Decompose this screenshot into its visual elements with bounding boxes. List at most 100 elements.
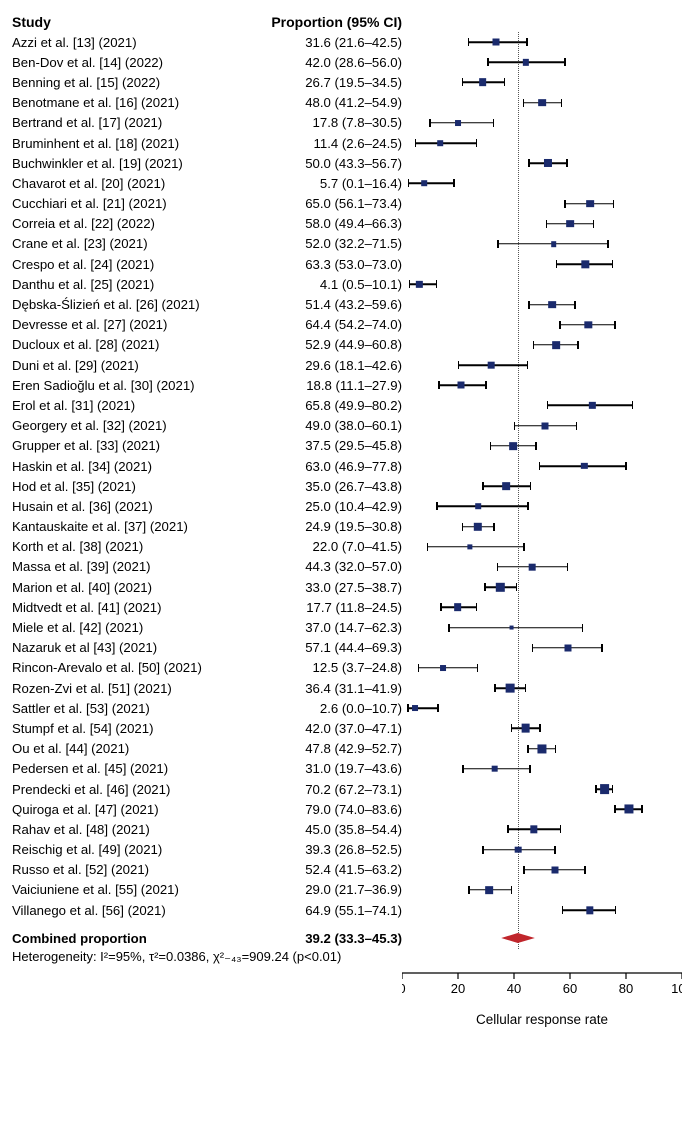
study-label: Azzi et al. [13] (2021): [12, 35, 247, 50]
study-row: Devresse et al. [27] (2021)64.4 (54.2–74…: [12, 315, 692, 335]
combined-row: Combined proportion39.2 (33.3–45.3): [12, 928, 692, 948]
forest-row-plot: [408, 254, 688, 274]
proportion-label: 64.9 (55.1–74.1): [247, 903, 408, 918]
x-axis-label: Cellular response rate: [402, 1012, 682, 1027]
proportion-label: 63.0 (46.9–77.8): [247, 459, 408, 474]
forest-row-plot: [408, 799, 688, 819]
study-label: Bertrand et al. [17] (2021): [12, 115, 247, 130]
study-label: Pedersen et al. [45] (2021): [12, 761, 247, 776]
study-label: Grupper et al. [33] (2021): [12, 438, 247, 453]
forest-row-plot: [408, 618, 688, 638]
proportion-label: 17.7 (11.8–24.5): [247, 600, 408, 615]
study-label: Marion et al. [40] (2021): [12, 580, 247, 595]
svg-text:0: 0: [402, 981, 406, 996]
study-label: Russo et al. [52] (2021): [12, 862, 247, 877]
proportion-label: 47.8 (42.9–52.7): [247, 741, 408, 756]
forest-row-plot: [408, 194, 688, 214]
study-label: Rozen-Zvi et al. [51] (2021): [12, 681, 247, 696]
forest-row-plot: [408, 395, 688, 415]
heterogeneity-text: Heterogeneity: I²=95%, τ²=0.0386, χ²₋₄₃=…: [12, 949, 692, 965]
proportion-label: 48.0 (41.2–54.9): [247, 95, 408, 110]
svg-text:20: 20: [451, 981, 465, 996]
proportion-label: 51.4 (43.2–59.6): [247, 297, 408, 312]
study-row: Rincon-Arevalo et al. [50] (2021)12.5 (3…: [12, 658, 692, 678]
study-label: Quiroga et al. [47] (2021): [12, 802, 247, 817]
study-row: Grupper et al. [33] (2021)37.5 (29.5–45.…: [12, 436, 692, 456]
forest-row-plot: [408, 739, 688, 759]
proportion-label: 42.0 (37.0–47.1): [247, 721, 408, 736]
study-label: Cucchiari et al. [21] (2021): [12, 196, 247, 211]
study-row: Ducloux et al. [28] (2021)52.9 (44.9–60.…: [12, 335, 692, 355]
study-label: Villanego et al. [56] (2021): [12, 903, 247, 918]
study-row: Pedersen et al. [45] (2021)31.0 (19.7–43…: [12, 759, 692, 779]
forest-row-plot: [408, 476, 688, 496]
forest-row-plot: [408, 133, 688, 153]
forest-row-plot: [408, 880, 688, 900]
forest-row-plot: [408, 819, 688, 839]
forest-row-plot: [408, 315, 688, 335]
study-label: Rincon-Arevalo et al. [50] (2021): [12, 660, 247, 675]
proportion-label: 79.0 (74.0–83.6): [247, 802, 408, 817]
study-row: Russo et al. [52] (2021)52.4 (41.5–63.2): [12, 860, 692, 880]
study-label: Eren Sadioğlu et al. [30] (2021): [12, 378, 247, 393]
study-label: Kantauskaite et al. [37] (2021): [12, 519, 247, 534]
proportion-label: 36.4 (31.1–41.9): [247, 681, 408, 696]
study-row: Ou et al. [44] (2021)47.8 (42.9–52.7): [12, 739, 692, 759]
proportion-label: 50.0 (43.3–56.7): [247, 156, 408, 171]
forest-row-plot: [408, 355, 688, 375]
study-label: Buchwinkler et al. [19] (2021): [12, 156, 247, 171]
forest-row-plot: [408, 517, 688, 537]
proportion-label: 63.3 (53.0–73.0): [247, 257, 408, 272]
study-label: Danthu et al. [25] (2021): [12, 277, 247, 292]
study-label: Georgery et al. [32] (2021): [12, 418, 247, 433]
combined-plot: [408, 928, 688, 948]
proportion-label: 29.6 (18.1–42.6): [247, 358, 408, 373]
study-row: Reischig et al. [49] (2021)39.3 (26.8–52…: [12, 840, 692, 860]
forest-row-plot: [408, 577, 688, 597]
proportion-label: 4.1 (0.5–10.1): [247, 277, 408, 292]
proportion-label: 35.0 (26.7–43.8): [247, 479, 408, 494]
study-label: Duni et al. [29] (2021): [12, 358, 247, 373]
study-row: Stumpf et al. [54] (2021)42.0 (37.0–47.1…: [12, 718, 692, 738]
study-label: Haskin et al. [34] (2021): [12, 459, 247, 474]
study-label: Benning et al. [15] (2022): [12, 75, 247, 90]
header-study: Study: [12, 14, 247, 30]
study-label: Devresse et al. [27] (2021): [12, 317, 247, 332]
study-row: Erol et al. [31] (2021)65.8 (49.9–80.2): [12, 395, 692, 415]
forest-row-plot: [408, 335, 688, 355]
study-label: Crespo et al. [24] (2021): [12, 257, 247, 272]
forest-row-plot: [408, 214, 688, 234]
study-row: Miele et al. [42] (2021)37.0 (14.7–62.3): [12, 617, 692, 637]
forest-row-plot: [408, 537, 688, 557]
study-row: Dębska-Ślizień et al. [26] (2021)51.4 (4…: [12, 294, 692, 314]
proportion-label: 65.8 (49.9–80.2): [247, 398, 408, 413]
forest-row-plot: [408, 860, 688, 880]
study-row: Correia et al. [22] (2022)58.0 (49.4–66.…: [12, 214, 692, 234]
proportion-label: 31.6 (21.6–42.5): [247, 35, 408, 50]
proportion-label: 26.7 (19.5–34.5): [247, 75, 408, 90]
forest-row-plot: [408, 234, 688, 254]
forest-row-plot: [408, 52, 688, 72]
proportion-label: 11.4 (2.6–24.5): [247, 136, 408, 151]
study-row: Villanego et al. [56] (2021)64.9 (55.1–7…: [12, 900, 692, 920]
study-row: Crespo et al. [24] (2021)63.3 (53.0–73.0…: [12, 254, 692, 274]
forest-header: Study Proportion (95% CI): [12, 14, 692, 30]
study-label: Ducloux et al. [28] (2021): [12, 337, 247, 352]
study-label: Chavarot et al. [20] (2021): [12, 176, 247, 191]
study-label: Massa et al. [39] (2021): [12, 559, 247, 574]
study-row: Husain et al. [36] (2021)25.0 (10.4–42.9…: [12, 496, 692, 516]
forest-row-plot: [408, 436, 688, 456]
study-row: Rozen-Zvi et al. [51] (2021)36.4 (31.1–4…: [12, 678, 692, 698]
header-prop: Proportion (95% CI): [247, 14, 408, 30]
study-row: Bruminhent et al. [18] (2021)11.4 (2.6–2…: [12, 133, 692, 153]
proportion-label: 37.5 (29.5–45.8): [247, 438, 408, 453]
forest-row-plot: [408, 900, 688, 920]
svg-text:80: 80: [619, 981, 633, 996]
study-label: Crane et al. [23] (2021): [12, 236, 247, 251]
proportion-label: 25.0 (10.4–42.9): [247, 499, 408, 514]
proportion-label: 44.3 (32.0–57.0): [247, 559, 408, 574]
study-label: Ou et al. [44] (2021): [12, 741, 247, 756]
study-row: Benotmane et al. [16] (2021)48.0 (41.2–5…: [12, 93, 692, 113]
proportion-label: 57.1 (44.4–69.3): [247, 640, 408, 655]
study-row: Chavarot et al. [20] (2021)5.7 (0.1–16.4…: [12, 173, 692, 193]
